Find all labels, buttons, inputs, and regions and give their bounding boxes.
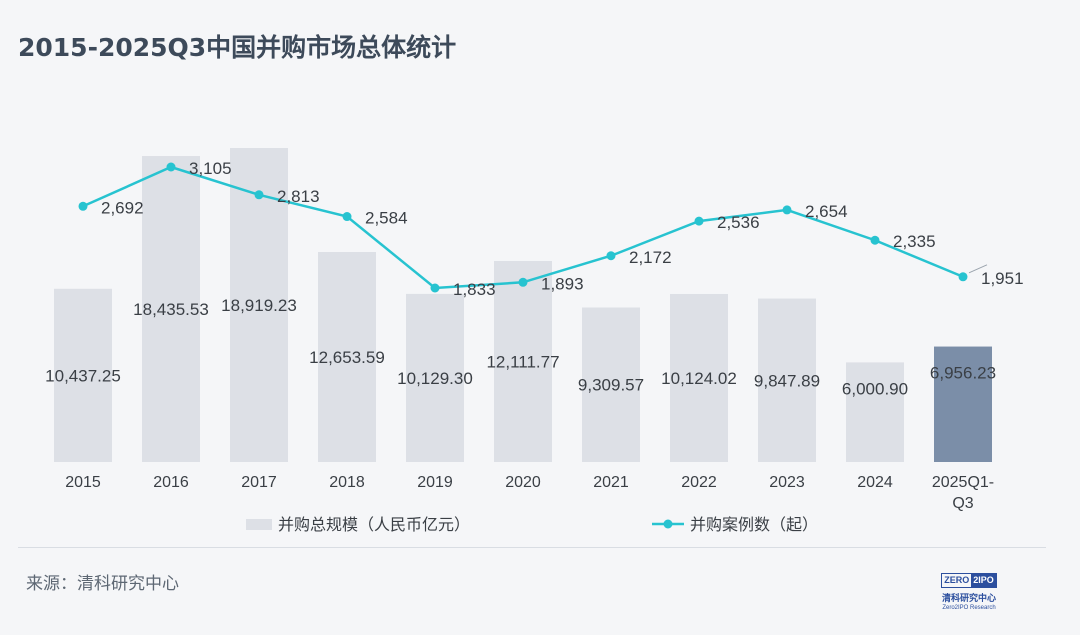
bar <box>582 307 640 462</box>
line-value-label: 2,335 <box>893 232 936 251</box>
bar <box>934 346 992 462</box>
line-value-label: 1,893 <box>541 274 584 293</box>
line-point <box>342 212 352 222</box>
x-tick-label: 2025Q1- <box>932 474 994 491</box>
source-note: 来源：清科研究中心 <box>26 574 179 594</box>
legend-label-line: 并购案例数（起） <box>690 515 818 534</box>
line-value-label: 2,172 <box>629 248 672 267</box>
divider <box>18 547 1046 548</box>
bar <box>142 156 200 463</box>
bar <box>846 362 904 462</box>
bar <box>406 293 464 462</box>
line-value-label: 2,813 <box>277 187 320 206</box>
logo-en: Zero2IPO Research <box>942 605 996 611</box>
logo-part2: 2IPO <box>971 574 996 587</box>
bar-value-label: 6,956.23 <box>930 364 996 383</box>
line-value-label: 3,105 <box>189 159 232 178</box>
line-point <box>782 205 792 215</box>
x-tick-label: 2022 <box>681 474 717 491</box>
line-point <box>78 201 88 211</box>
bar-value-label: 10,124.02 <box>661 369 737 388</box>
chart-title: 2015-2025Q3中国并购市场总体统计 <box>18 33 457 62</box>
line-value-label: 2,692 <box>101 198 144 217</box>
bar-value-label: 9,847.89 <box>754 371 820 390</box>
x-tick-label: 2016 <box>153 474 189 491</box>
x-tick-label: 2018 <box>329 474 365 491</box>
bar-value-label: 12,653.59 <box>309 348 385 367</box>
line-value-label: 2,584 <box>365 209 408 228</box>
x-tick-label: 2024 <box>857 474 893 491</box>
logo-wordmark: ZERO 2IPO <box>941 573 997 588</box>
logo-part1: ZERO <box>944 575 970 585</box>
bar-value-label: 9,309.57 <box>578 376 644 395</box>
logo-cn: 清科研究中心 <box>941 594 996 604</box>
bar <box>318 251 376 462</box>
line-value-label: 1,833 <box>453 280 496 299</box>
line-value-label: 2,654 <box>805 202 848 221</box>
bar-value-label: 10,129.30 <box>397 369 473 388</box>
line-point <box>694 216 704 226</box>
x-tick-label: 2023 <box>769 474 805 491</box>
label-leader <box>968 264 988 274</box>
line-point <box>254 190 264 200</box>
x-tick-label: 2019 <box>417 474 453 491</box>
x-tick-label: 2015 <box>65 474 101 491</box>
line-value-label: 1,951 <box>981 269 1024 288</box>
line-point <box>958 272 968 282</box>
bar <box>54 288 112 462</box>
line-point <box>166 162 176 172</box>
legend-label-bars: 并购总规模（人民币亿元） <box>278 515 470 534</box>
bar <box>670 293 728 462</box>
line-value-label: 2,536 <box>717 213 760 232</box>
line-point <box>518 277 528 287</box>
line-point <box>430 283 440 293</box>
bar-value-label: 6,000.90 <box>842 379 908 398</box>
x-tick-label: 2020 <box>505 474 541 491</box>
x-tick-label: Q3 <box>952 495 973 512</box>
bar-value-label: 12,111.77 <box>486 352 559 371</box>
bar-value-label: 18,435.53 <box>133 300 209 319</box>
legend-swatch-bars <box>246 519 272 530</box>
bar-value-label: 10,437.25 <box>45 366 121 385</box>
bar-value-label: 18,919.23 <box>221 296 297 315</box>
bar <box>494 260 552 462</box>
line-point <box>606 251 616 261</box>
legend-marker-line <box>663 519 673 529</box>
x-tick-label: 2021 <box>593 474 629 491</box>
x-tick-label: 2017 <box>241 474 277 491</box>
line-point <box>870 235 880 245</box>
zero2ipo-logo: ZERO 2IPO 清科研究中心 Zero2IPO Research <box>934 570 1004 611</box>
bar <box>758 298 816 462</box>
combo-chart: 10,437.25 18,435.53 18,919.23 12,653.59 10,1… <box>45 148 1024 534</box>
